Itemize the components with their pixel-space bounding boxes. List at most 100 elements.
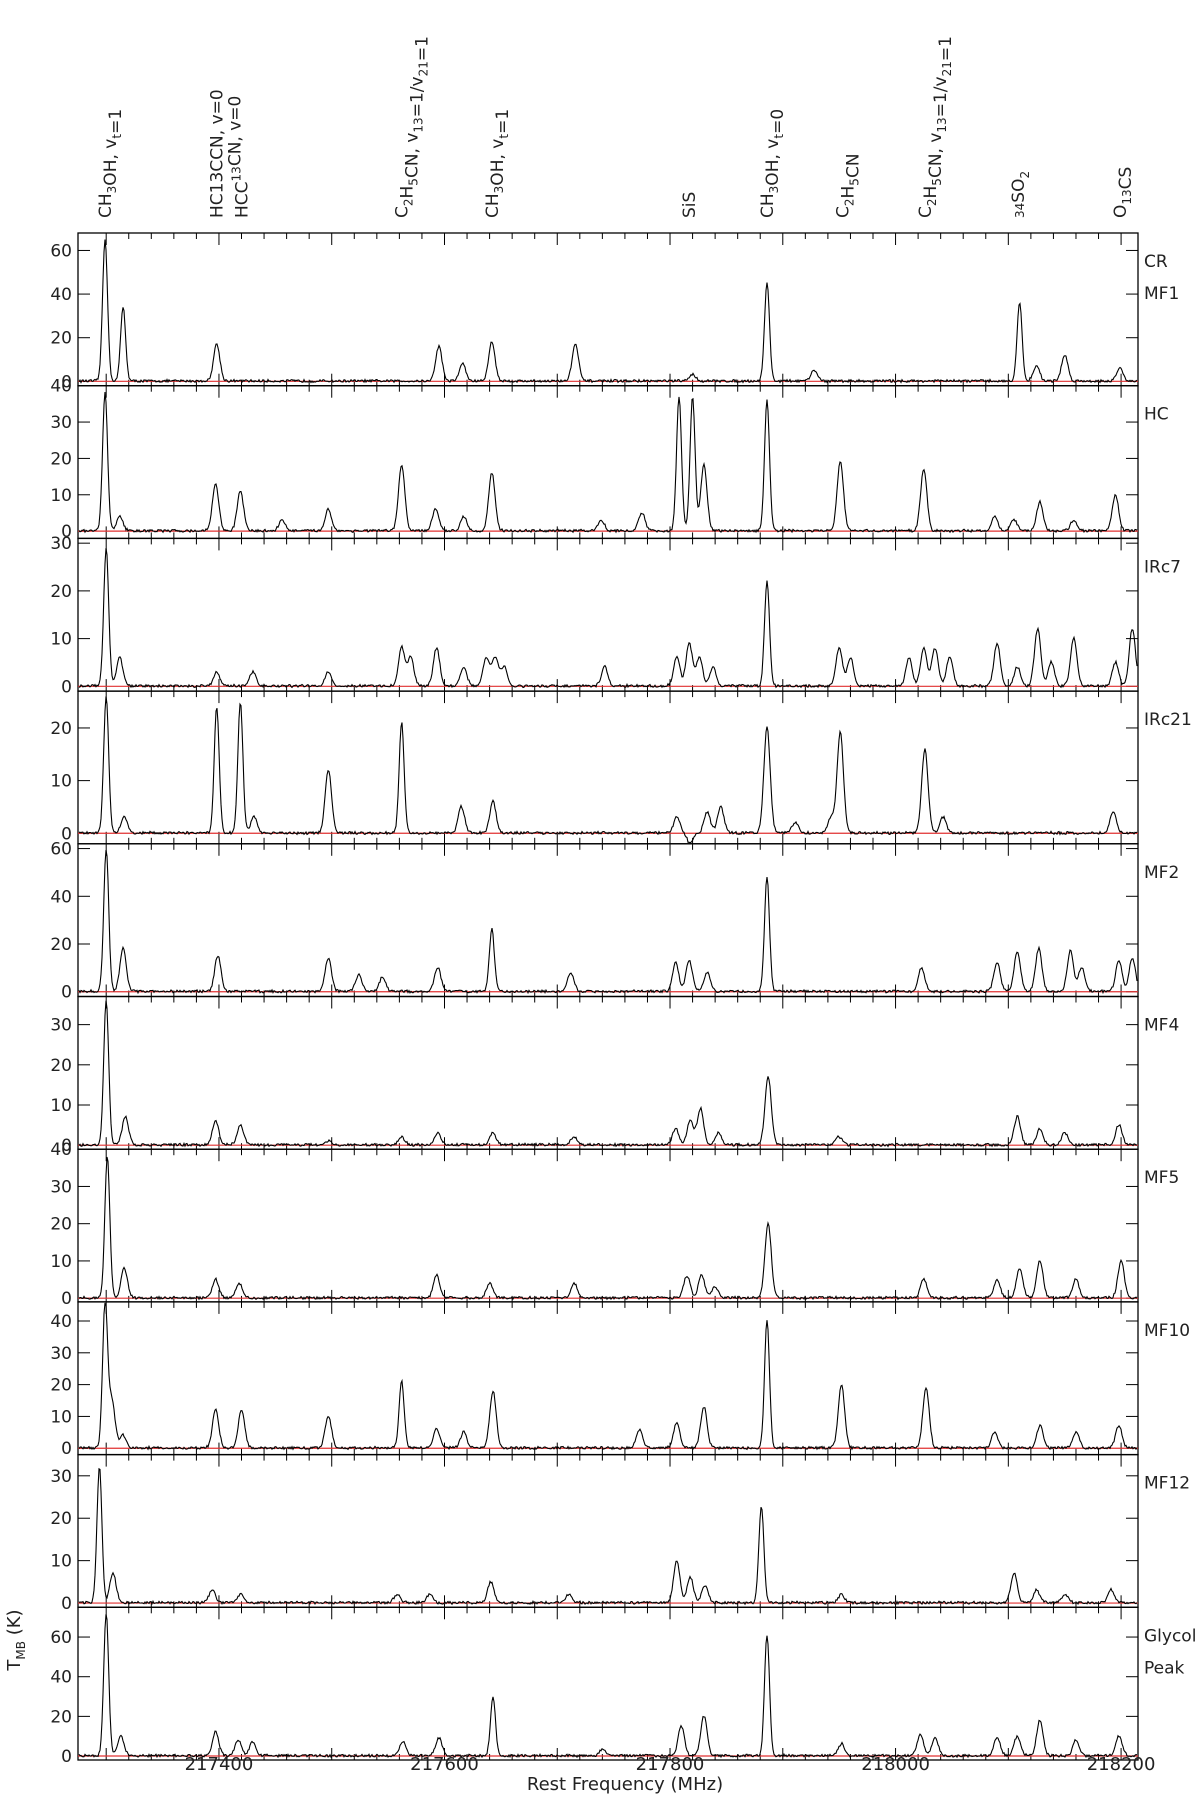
- spectrum-line: [78, 1000, 1138, 1148]
- panel-irc7: 0 10 20 30 IRc7: [50, 534, 1181, 697]
- y-tick-label: 20: [50, 719, 72, 739]
- y-tick-label: 0: [61, 522, 72, 542]
- panel-label: CR: [1144, 252, 1168, 272]
- y-tick-label: 40: [50, 887, 72, 907]
- y-tick-label: 20: [50, 935, 72, 955]
- spectrum-line: [78, 1467, 1138, 1606]
- y-tick-label: 0: [61, 1136, 72, 1156]
- x-tick-label: 218200: [1087, 1754, 1156, 1775]
- spectrum-line: [78, 1156, 1138, 1301]
- panel-mf10: 0 10 20 30 40 MF10: [50, 1301, 1190, 1459]
- panel-mf5: 0 10 20 30 40 MF5: [50, 1140, 1179, 1309]
- y-tick-label: 40: [50, 377, 72, 397]
- y-axis-label: TMB (K): [4, 1609, 28, 1671]
- spectrum-line: [78, 696, 1138, 844]
- panel-frame: [77, 843, 1139, 998]
- y-tick-label: 20: [50, 582, 72, 602]
- panel-label: MF12: [1144, 1474, 1190, 1494]
- y-tick-label: 0: [61, 372, 72, 392]
- spectrum-line: [78, 849, 1138, 995]
- y-tick-label: 20: [50, 1509, 72, 1529]
- line-id-label: C2H5CN, v13=1/v21=1: [916, 36, 956, 218]
- line-id-label: SiS: [680, 192, 700, 218]
- y-tick-label: 40: [50, 1312, 72, 1332]
- spectrum-line: [78, 1302, 1138, 1451]
- panel-label: MF5: [1144, 1168, 1179, 1188]
- panel-frame: [77, 1148, 1139, 1303]
- y-tick-label: 10: [50, 486, 72, 506]
- line-id-label: CH3OH, vt=1: [483, 109, 513, 218]
- line-id-label: C2H5CN, v13=1/v21=1: [393, 36, 433, 218]
- y-tick-label: 10: [50, 1096, 72, 1116]
- panel-hc: 0 10 20 30 40 HC: [50, 377, 1168, 542]
- line-id-label: C2H5CN: [834, 153, 864, 218]
- panel-label: Peak: [1144, 1658, 1185, 1678]
- y-tick-label: 0: [61, 824, 72, 844]
- x-tick-label: 217600: [410, 1754, 479, 1775]
- panel-cr-mf1: 0 20 40 60 CR MF1: [50, 232, 1179, 392]
- y-tick-label: 0: [61, 1439, 72, 1459]
- y-tick-label: 60: [50, 241, 72, 261]
- line-id-label: CH3OH, vt=1: [96, 109, 126, 218]
- y-tick-label: 60: [50, 1628, 72, 1648]
- y-tick-label: 0: [61, 1289, 72, 1309]
- line-id-label: HC13CCN, v=0: [208, 89, 228, 218]
- spectrum-line: [78, 1614, 1138, 1759]
- y-tick-label: 0: [61, 677, 72, 697]
- y-tick-label: 30: [50, 1344, 72, 1364]
- panel-irc21: 0 10 20 IRc21: [50, 690, 1192, 845]
- y-tick-label: 20: [50, 1056, 72, 1076]
- y-tick-label: 20: [50, 449, 72, 469]
- y-tick-label: 30: [50, 1177, 72, 1197]
- y-tick-label: 30: [50, 534, 72, 554]
- y-tick-label: 60: [50, 840, 72, 860]
- x-tick-label: 217400: [185, 1754, 254, 1775]
- x-tick-label: 217800: [636, 1754, 705, 1775]
- y-tick-label: 10: [50, 772, 72, 792]
- panel-label: MF1: [1144, 284, 1179, 304]
- y-tick-label: 20: [50, 329, 72, 349]
- spectrum-line: [78, 392, 1138, 534]
- panel-mf12: 0 10 20 30 MF12: [50, 1453, 1190, 1614]
- y-tick-label: 30: [50, 413, 72, 433]
- y-tick-label: 20: [50, 1707, 72, 1727]
- panel-frame: [77, 995, 1139, 1150]
- spectrum-line: [78, 239, 1138, 384]
- y-tick-label: 20: [50, 1376, 72, 1396]
- line-id-label: 34SO2: [1009, 171, 1032, 218]
- line-id-label: HCC13CN, v=0: [226, 96, 253, 218]
- panel-mf4: 0 10 20 30 MF4: [50, 995, 1179, 1156]
- panel-frame: [77, 385, 1139, 540]
- y-tick-label: 30: [50, 1016, 72, 1036]
- panel-frame: [77, 1453, 1139, 1608]
- y-tick-label: 40: [50, 1140, 72, 1160]
- panel-frame: [77, 537, 1139, 692]
- y-tick-label: 40: [50, 1668, 72, 1688]
- y-tick-label: 0: [61, 1747, 72, 1767]
- y-tick-label: 10: [50, 1552, 72, 1572]
- y-tick-label: 40: [50, 285, 72, 305]
- spectrum-line: [78, 548, 1138, 689]
- panel-label: IRc21: [1144, 710, 1192, 730]
- y-tick-label: 10: [50, 630, 72, 650]
- y-tick-label: 20: [50, 1215, 72, 1235]
- panel-mf2: 0 20 40 60 MF2: [50, 840, 1179, 1003]
- y-tick-label: 0: [61, 983, 72, 1003]
- y-tick-label: 30: [50, 1467, 72, 1487]
- line-id-label: O13CS: [1111, 167, 1136, 218]
- panel-label: HC: [1144, 405, 1169, 425]
- panel-label: MF10: [1144, 1321, 1190, 1341]
- x-tick-label: 218000: [861, 1754, 930, 1775]
- line-id-label: CH3OH, vt=0: [758, 109, 788, 218]
- y-tick-label: 10: [50, 1407, 72, 1427]
- panel-label: MF4: [1144, 1016, 1179, 1036]
- x-axis-label: Rest Frequency (MHz): [527, 1774, 723, 1794]
- y-tick-label: 10: [50, 1252, 72, 1272]
- panel-frame: [77, 1606, 1139, 1761]
- panel-label: MF2: [1144, 863, 1179, 883]
- panel-glycol-peak: 0 20 40 60 Glycol Peak: [50, 1606, 1196, 1767]
- panel-frame: [77, 232, 1139, 387]
